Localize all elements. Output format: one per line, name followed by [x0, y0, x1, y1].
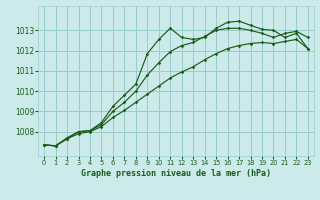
X-axis label: Graphe pression niveau de la mer (hPa): Graphe pression niveau de la mer (hPa)	[81, 169, 271, 178]
